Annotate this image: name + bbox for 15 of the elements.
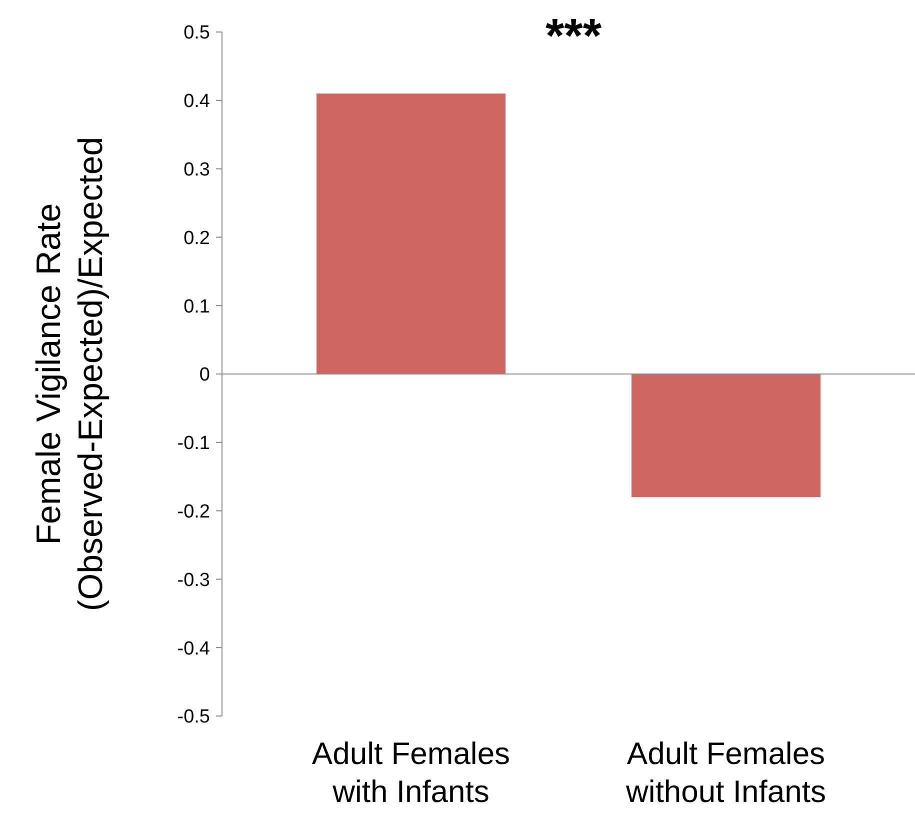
y-tick-label: 0.5	[184, 22, 210, 44]
y-tick-label: -0.3	[177, 570, 210, 591]
y-tick-label: -0.1	[177, 433, 210, 454]
y-tick-label: -0.5	[177, 706, 210, 728]
y-tick-label: -0.2	[177, 501, 210, 522]
y-tick-label: 0.2	[184, 228, 210, 249]
y-axis-title: Female Vigilance Rate (Observed-Expected)/Expected	[30, 136, 110, 612]
x-tick-label: Adult Females with Infants	[312, 736, 510, 809]
y-tick-label: 0.4	[184, 91, 210, 112]
x-tick-label: Adult Females without Infants	[625, 736, 826, 809]
y-tick-label: -0.4	[177, 638, 210, 660]
y-tick-label: 0.3	[184, 159, 210, 180]
y-tick-label: 0	[199, 364, 210, 386]
y-tick-label: 0.1	[184, 296, 210, 318]
annotation: ***	[545, 10, 602, 63]
